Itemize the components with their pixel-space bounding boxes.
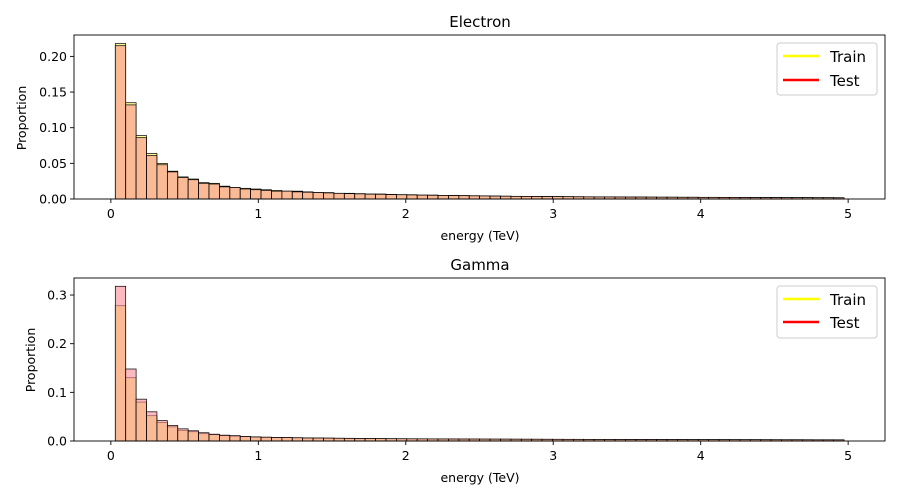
histogram-bar-test: [479, 195, 491, 200]
histogram-bar-test: [114, 285, 127, 442]
histogram-bar-test: [156, 420, 168, 442]
y-tick-label: 0.00: [39, 192, 67, 207]
histogram-bar-test: [208, 433, 220, 442]
x-tick-label: 5: [844, 448, 852, 463]
histogram-bar-test: [354, 193, 366, 200]
histogram-bar-test: [198, 182, 210, 200]
y-tick-label: 0.10: [39, 120, 67, 135]
panel-electron: Electron 0 1 2 3 4 5 0.00 0.05 0.10 0.15 0.20 ene…: [14, 13, 886, 243]
plot-frame: [73, 34, 886, 200]
histogram-bar-test: [458, 195, 470, 200]
histogram-bar-test: [198, 432, 210, 442]
legend-label-test: Test: [829, 314, 860, 332]
histogram-bar-test: [406, 194, 418, 200]
x-axis-ticks: 0 1 2 3 4 5: [107, 441, 852, 463]
histogram-bar-test: [364, 193, 376, 200]
y-tick-label: 0.0: [47, 434, 67, 449]
x-tick-label: 3: [549, 206, 557, 221]
histogram-bar-test: [208, 183, 220, 200]
histogram-bar-test: [125, 368, 137, 442]
y-tick-label: 0.2: [47, 336, 67, 351]
legend: Train Test: [776, 285, 878, 339]
y-tick-label: 0.15: [39, 85, 67, 100]
histogram-bar-test: [219, 186, 231, 200]
y-axis-label: Proportion: [23, 328, 38, 393]
histogram-bar-test: [271, 190, 283, 200]
histogram-bar-test: [312, 192, 324, 200]
histogram-bar-test: [396, 194, 408, 200]
x-axis-label: energy (TeV): [440, 470, 519, 485]
histogram-bar-test: [291, 191, 304, 200]
x-tick-label: 4: [697, 448, 705, 463]
y-tick-label: 0.1: [47, 385, 67, 400]
histogram-bar-test: [448, 195, 460, 200]
histogram-bar-test: [187, 430, 199, 442]
panel-gamma: Gamma 0 1 2 3 4 5 0.0 0.1 0.2 0.3 energy (TeV) P…: [23, 256, 886, 485]
histogram-bar-test: [333, 192, 345, 200]
chart-title: Gamma: [450, 256, 509, 274]
histogram-bar-test: [312, 437, 324, 442]
histogram-bar-test: [323, 192, 335, 200]
histogram-bar-test: [229, 187, 241, 200]
histogram-bar-test: [302, 191, 314, 200]
x-axis-label: energy (TeV): [440, 228, 519, 243]
histogram-bar-test: [375, 193, 387, 200]
histogram-bar-test: [250, 436, 262, 442]
x-tick-label: 2: [402, 206, 410, 221]
x-tick-label: 1: [254, 448, 262, 463]
histogram-bar-test: [114, 45, 127, 200]
legend-label-train: Train: [829, 48, 866, 66]
histogram-bar-test: [281, 190, 293, 200]
histogram-bar-test: [135, 398, 147, 442]
y-tick-label: 0.20: [39, 49, 67, 64]
x-tick-label: 5: [844, 206, 852, 221]
histogram-bar-test: [416, 194, 428, 200]
x-tick-label: 0: [107, 206, 115, 221]
histogram-bar-test: [187, 179, 199, 200]
histogram-bar-test: [437, 195, 449, 200]
histogram-bar-test: [302, 437, 314, 442]
x-axis-ticks: 0 1 2 3 4 5: [107, 199, 852, 221]
histogram-bar-test: [239, 436, 251, 442]
legend-label-test: Test: [829, 72, 860, 90]
histogram-bar-test: [177, 177, 189, 200]
plot-frame: [73, 277, 886, 442]
histogram-bar-test: [125, 104, 137, 200]
y-axis-label: Proportion: [14, 86, 29, 151]
y-axis-ticks: 0.0 0.1 0.2 0.3: [47, 288, 74, 449]
chart-title: Electron: [449, 13, 511, 31]
legend: Train Test: [776, 42, 878, 96]
histogram-bar-test: [427, 194, 439, 200]
histogram-bar-test: [260, 436, 272, 442]
y-tick-label: 0.05: [39, 156, 67, 171]
x-tick-label: 3: [549, 448, 557, 463]
histogram-bar-test: [229, 435, 241, 442]
histogram-bar-test: [146, 155, 158, 200]
histogram-bar-test: [343, 193, 356, 200]
histogram-bar-test: [260, 190, 272, 200]
histogram-bar-test: [156, 164, 168, 200]
x-tick-label: 0: [107, 448, 115, 463]
histogram-bar-test: [291, 437, 304, 442]
histogram-bar-test: [239, 188, 251, 200]
x-tick-label: 2: [402, 448, 410, 463]
histogram-bar-test: [250, 189, 262, 200]
y-tick-label: 0.3: [47, 288, 67, 303]
x-tick-label: 4: [697, 206, 705, 221]
histogram-bar-test: [166, 171, 179, 200]
histogram-bar-test: [385, 194, 397, 200]
histogram-bar-test: [166, 425, 179, 442]
histogram-bar-test: [146, 411, 158, 442]
x-tick-label: 1: [254, 206, 262, 221]
histogram-bar-test: [219, 434, 231, 442]
y-axis-ticks: 0.00 0.05 0.10 0.15 0.20: [39, 49, 74, 207]
histogram-bar-test: [281, 437, 293, 442]
histogram-bar-test: [468, 195, 480, 200]
histogram-bar-test: [177, 428, 189, 442]
histogram-bar-test: [135, 137, 147, 200]
histogram-bar-test: [271, 437, 283, 442]
legend-label-train: Train: [829, 291, 866, 309]
